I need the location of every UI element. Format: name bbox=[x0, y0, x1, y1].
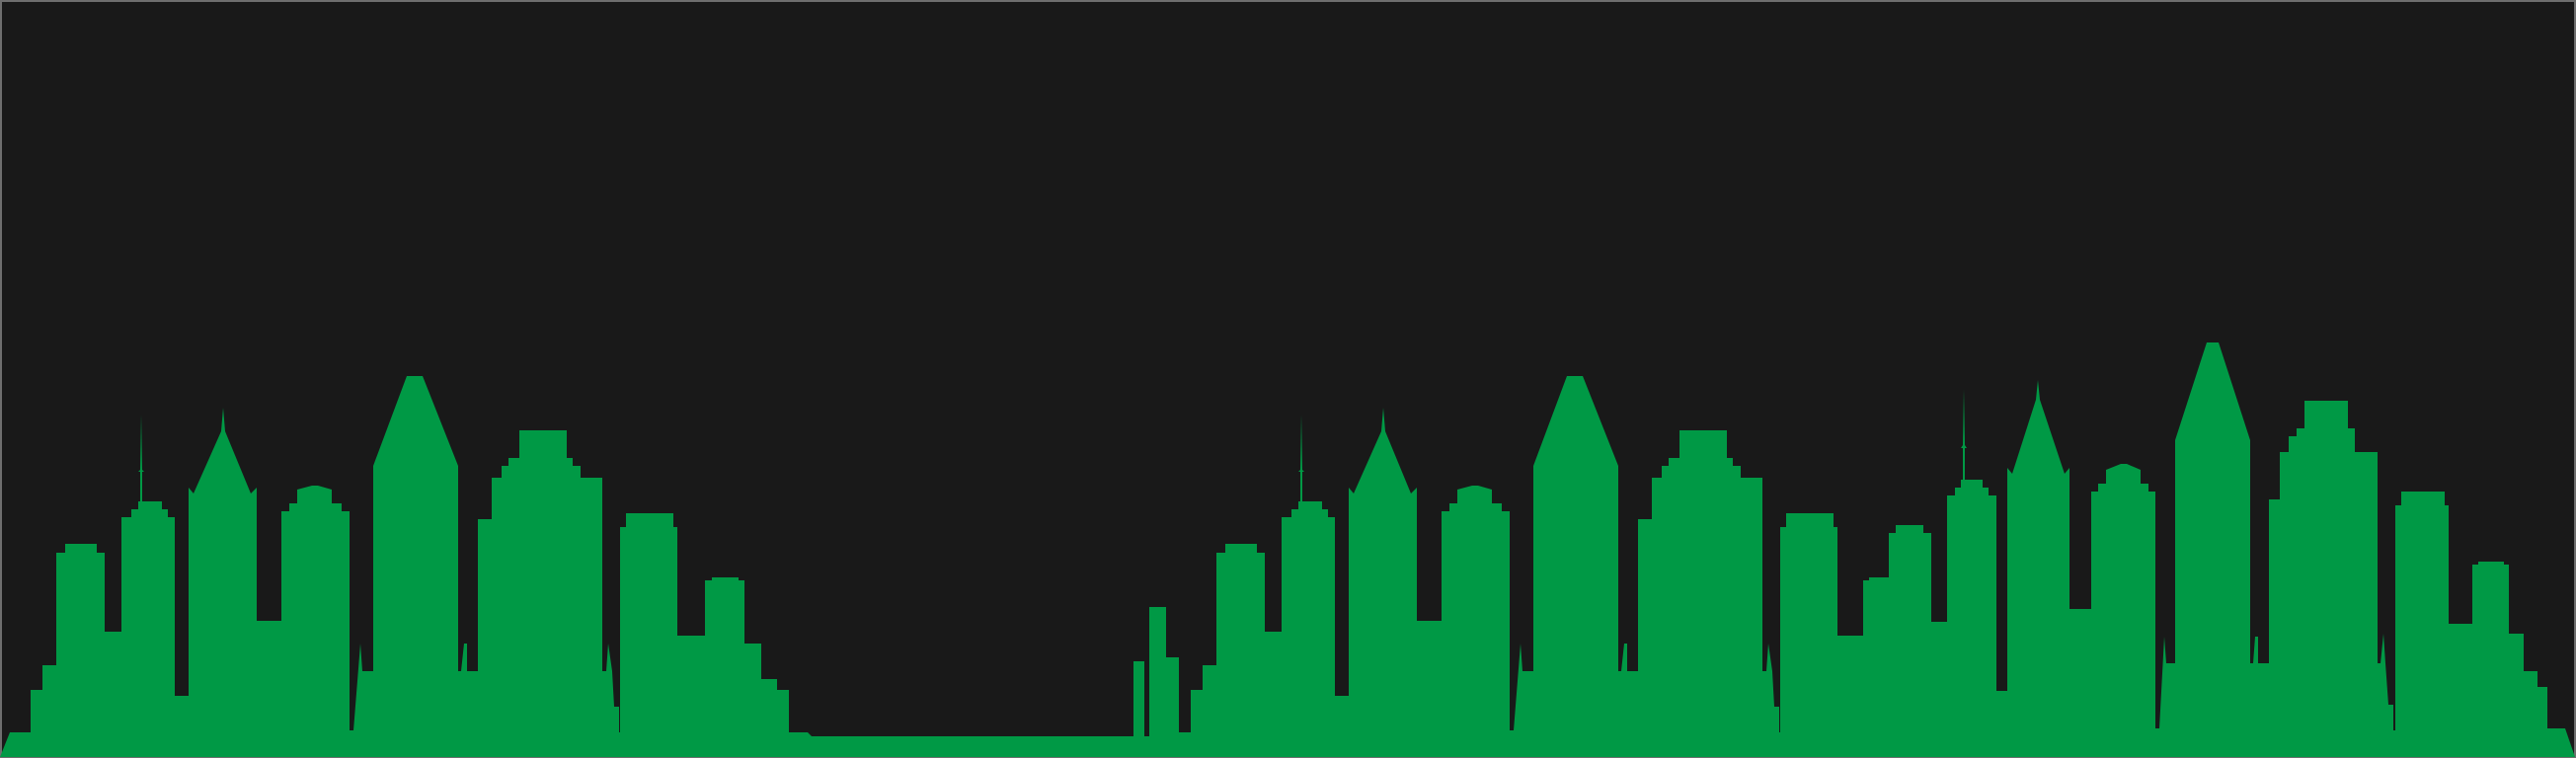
city-skyline-silhouette bbox=[0, 342, 2575, 757]
